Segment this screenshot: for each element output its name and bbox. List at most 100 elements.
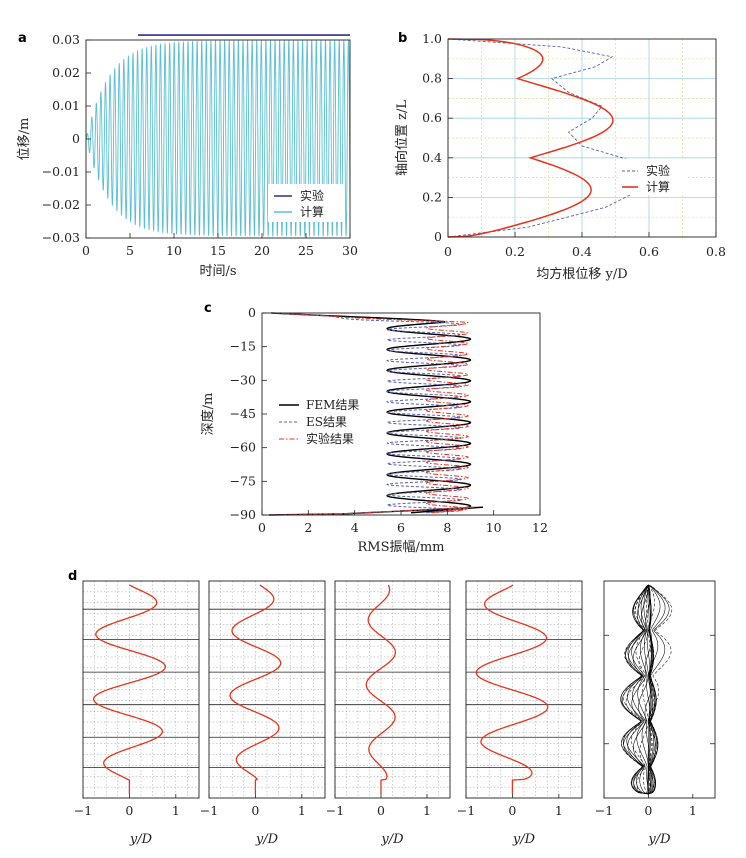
plot-frame-d <box>465 580 583 799</box>
x-axis-label-c: RMS振幅/mm <box>357 540 444 555</box>
x-tick-label-a: 0 <box>82 243 90 258</box>
y-tick-label-c: −60 <box>230 440 256 455</box>
snapshot-panel: −1 0 1 y/D <box>326 580 451 847</box>
x-tick-label-d: 1 <box>689 803 697 818</box>
legend-entry-b: 计算 <box>646 179 670 194</box>
legend-entry-c: 实验结果 <box>306 431 354 446</box>
legend-entry-c: ES结果 <box>306 415 347 429</box>
snapshot-panel: −1 0 1 y/D <box>200 580 326 847</box>
x-axis-label-d: y/D <box>129 832 153 847</box>
legend-entry-a: 计算 <box>300 204 324 219</box>
envelope-curve <box>637 584 657 795</box>
snapshot-curve <box>475 584 549 794</box>
y-tick-label-b: 0.6 <box>422 110 442 125</box>
y-tick-label-c: −90 <box>230 507 256 522</box>
x-tick-label-d: 1 <box>555 803 563 818</box>
x-axis-label-a: 时间/s <box>199 264 236 279</box>
x-tick-label-b: 0 <box>444 244 452 259</box>
x-axis-label-b: 均方根位移 y/D <box>536 266 627 282</box>
x-tick-label-a: 20 <box>254 243 270 258</box>
x-tick-label-d: −1 <box>200 803 218 818</box>
legend-entry-b: 实验 <box>646 163 670 178</box>
y-tick-label-b: 1.0 <box>422 31 442 46</box>
legend-entry-a: 实验 <box>300 188 324 203</box>
y-tick-label-b: 0.2 <box>422 189 442 204</box>
x-tick-label-b: 0.2 <box>505 244 525 259</box>
envelope-curve <box>645 584 658 795</box>
plot-frame-d <box>82 580 200 799</box>
x-axis-label-d: y/D <box>512 832 536 847</box>
x-tick-label-c: 12 <box>532 520 548 535</box>
snapshot-panel: −1 0 1 y/D <box>74 580 200 847</box>
x-tick-label-d: −1 <box>74 803 92 818</box>
series-line-c <box>268 312 475 516</box>
panel-b: b 0 0.2 0.4 0.6 0.8 0 0.2 0.4 0.6 0.8 1.0 均方根位移 y/D 轴… <box>394 31 726 282</box>
y-tick-label-a: −0.01 <box>42 164 80 179</box>
y-axis-label-a: 位移/m <box>17 118 32 161</box>
y-tick-label-c: −30 <box>230 372 256 387</box>
x-tick-label-b: 0.4 <box>572 244 592 259</box>
y-tick-label-c: 0 <box>248 305 256 320</box>
series-line-c <box>268 312 473 516</box>
x-tick-label-a: 25 <box>298 243 314 258</box>
envelope-curve <box>636 584 673 795</box>
x-axis-label-d: y/D <box>647 832 671 847</box>
legend-box-c <box>275 393 371 445</box>
panel-label-d: d <box>68 569 77 584</box>
x-tick-label-d: 1 <box>172 803 180 818</box>
series-line-calc <box>85 39 351 238</box>
legend-box-a <box>268 184 344 222</box>
x-tick-label-a: 15 <box>210 243 226 258</box>
x-tick-label-a: 10 <box>166 243 182 258</box>
x-tick-label-c: 4 <box>351 520 359 535</box>
x-axis-label-d: y/D <box>255 832 279 847</box>
x-tick-label-d: 0 <box>508 803 516 818</box>
x-tick-label-c: 0 <box>258 520 266 535</box>
y-tick-label-a: 0.01 <box>52 98 80 113</box>
y-axis-label-c: 深度/m <box>200 393 216 436</box>
x-tick-label-d: 1 <box>423 803 431 818</box>
y-tick-label-c: −75 <box>230 473 256 488</box>
panel-a: a 0 5 10 15 20 25 30 0.03 0.02 0.01 0 −0.01 −0.02 −0.0… <box>17 31 358 279</box>
legend-box-b <box>618 159 688 195</box>
x-tick-label-d: −1 <box>326 803 344 818</box>
x-tick-label-a: 30 <box>342 243 358 258</box>
x-tick-label-d: 0 <box>644 803 652 818</box>
legend-entry-c: FEM结果 <box>306 398 359 412</box>
panel-c: c 0 2 4 6 8 10 12 0 −15 −30 −45 −60 −75 −90 RMS振幅/mm 深度/… <box>200 301 548 555</box>
panel-d: d −1 0 1 y/D −1 0 1 y/D −1 0 1 y/D −1 0 1 y/D −1 0 1 y/D <box>68 569 716 847</box>
snapshot-panel: −1 0 1 y/D <box>457 580 583 847</box>
panel-label-a: a <box>18 31 27 46</box>
envelope-curve <box>623 584 649 795</box>
x-tick-label-a: 5 <box>126 243 134 258</box>
envelope-curve <box>627 584 652 795</box>
y-tick-label-a: 0.03 <box>52 32 80 47</box>
plot-frame-d <box>208 580 326 799</box>
y-tick-label-a: −0.02 <box>42 197 80 212</box>
snapshot-curve <box>365 584 396 794</box>
y-tick-label-a: −0.03 <box>42 230 80 245</box>
envelope-panel: −1 0 1 y/D <box>595 580 716 847</box>
y-tick-label-c: −45 <box>230 406 256 421</box>
series-line-c <box>268 312 484 516</box>
y-tick-label-b: 0.8 <box>422 71 442 86</box>
x-tick-label-d: 1 <box>298 803 306 818</box>
y-tick-label-b: 0 <box>434 229 442 244</box>
x-tick-label-c: 6 <box>397 520 405 535</box>
x-tick-label-c: 2 <box>304 520 312 535</box>
x-tick-label-b: 0.6 <box>639 244 659 259</box>
y-tick-label-a: 0.02 <box>52 65 80 80</box>
y-tick-label-a: 0 <box>72 131 80 146</box>
x-tick-label-d: −1 <box>595 803 613 818</box>
plot-frame-d-env <box>603 580 716 799</box>
panel-label-c: c <box>204 301 212 316</box>
envelope-curve <box>620 584 649 795</box>
x-axis-label-d: y/D <box>380 832 404 847</box>
x-tick-label-d: 0 <box>251 803 259 818</box>
y-tick-label-c: −15 <box>230 339 256 354</box>
x-tick-label-d: −1 <box>457 803 475 818</box>
panel-label-b: b <box>398 31 407 46</box>
series-line-calc-b <box>447 38 614 238</box>
x-tick-label-c: 8 <box>443 520 451 535</box>
